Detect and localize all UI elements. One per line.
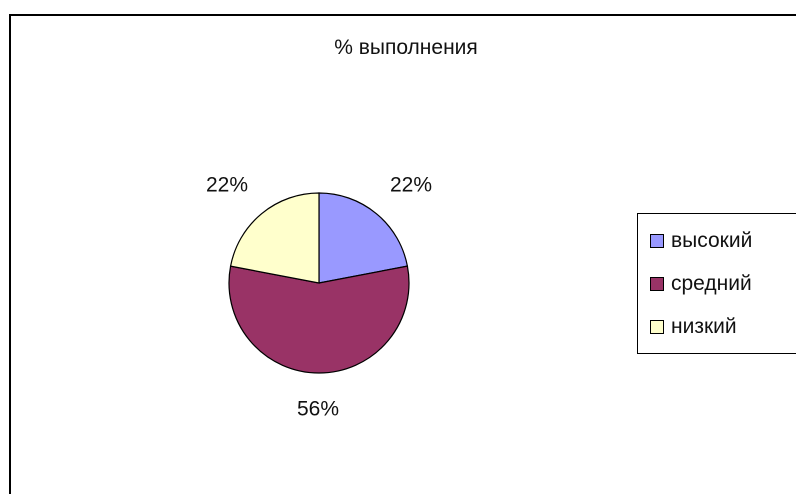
legend-entry-medium: средний: [650, 269, 752, 299]
pie-chart: 22% 56% 22%: [206, 174, 432, 421]
legend-entry-low: низкий: [650, 312, 737, 342]
data-label-high: 22%: [390, 174, 432, 197]
chart-title: % выполнения: [334, 36, 478, 59]
data-label-medium: 56%: [297, 398, 339, 421]
legend-entry-high: высокий: [650, 226, 752, 256]
pie-slice-high: [318, 192, 409, 284]
legend-label-high: высокий: [671, 229, 753, 252]
legend-swatch-medium: [650, 277, 664, 291]
data-label-low: 22%: [206, 174, 248, 197]
legend-swatch-high: [650, 234, 664, 248]
pie-slice-medium: [228, 265, 410, 374]
legend-swatch-low: [650, 320, 664, 334]
chart-frame: [9, 14, 796, 494]
legend-label-low: низкий: [671, 315, 737, 338]
legend: высокий средний низкий: [637, 213, 796, 354]
chart-area: % выполнения 22% 56% 22% высокий средний…: [9, 14, 796, 494]
pie-slice-low: [229, 192, 320, 284]
legend-label-medium: средний: [671, 272, 752, 295]
